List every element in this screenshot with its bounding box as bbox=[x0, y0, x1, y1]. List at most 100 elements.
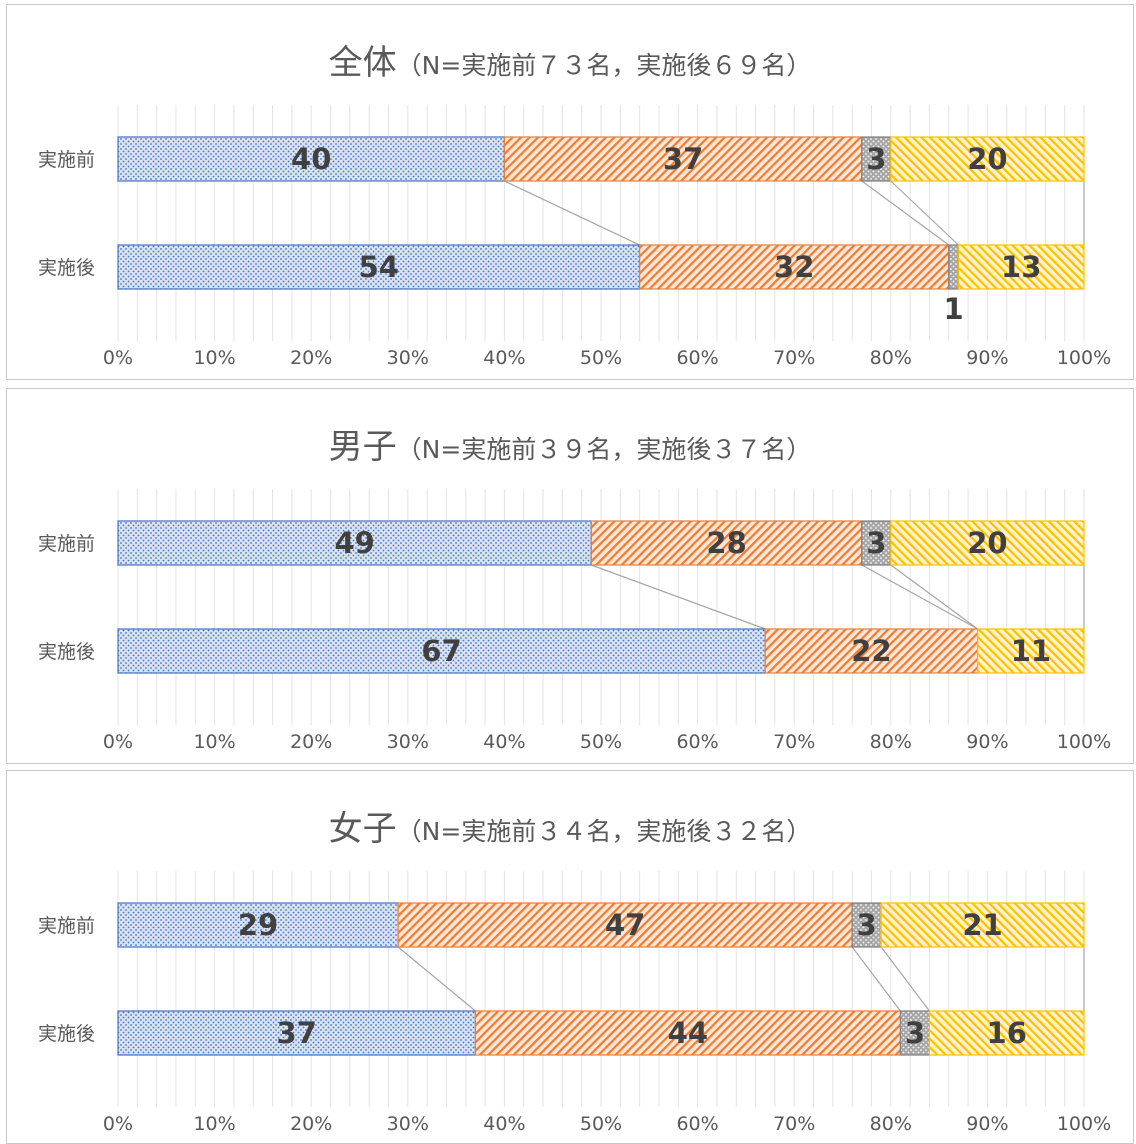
bar-segment bbox=[117, 244, 641, 290]
x-tick-label: 0% bbox=[103, 731, 133, 753]
bar-segment bbox=[117, 1010, 477, 1056]
x-tick-label: 30% bbox=[387, 1113, 429, 1135]
chart-panel-girls: 女子（N=実施前３４名，実施後３２名） 実施前 29 47 3 21 実施後 37 44 3 16… bbox=[6, 770, 1134, 1144]
x-tick-label: 30% bbox=[387, 731, 429, 753]
x-tick-label: 100% bbox=[1057, 1113, 1111, 1135]
series-line bbox=[880, 946, 930, 1012]
data-label: 13 bbox=[1001, 250, 1041, 284]
x-tick-label: 20% bbox=[290, 1113, 332, 1135]
chart-title: 女子（N=実施前３４名，実施後３２名） bbox=[7, 801, 1133, 850]
series-line bbox=[397, 946, 476, 1012]
data-label: 11 bbox=[1011, 634, 1051, 668]
bar-segment bbox=[957, 244, 1085, 290]
x-tick-label: 90% bbox=[966, 1113, 1008, 1135]
x-tick-label: 0% bbox=[103, 1113, 133, 1135]
chart-panel-overall: 全体（N=実施前７３名，実施後６９名） 実施前 40 37 3 20 実施後 54 32 1 13… bbox=[6, 4, 1134, 380]
chart-title-sub: （N=実施前３９名，実施後３７名） bbox=[396, 435, 812, 464]
data-label: 3 bbox=[866, 142, 886, 176]
x-tick-label: 70% bbox=[773, 347, 815, 369]
chart-title-main: 全体 bbox=[328, 43, 397, 83]
chart-title-main: 女子 bbox=[328, 809, 397, 849]
data-label: 29 bbox=[238, 908, 278, 942]
series-line bbox=[861, 180, 950, 246]
bar-segment bbox=[890, 136, 1085, 182]
data-label: 54 bbox=[359, 250, 399, 284]
bar-segment bbox=[928, 1010, 1085, 1056]
chart-title-sub: （N=実施前７３名，実施後６９名） bbox=[396, 51, 812, 80]
bar-segment bbox=[948, 244, 960, 290]
x-tick-label: 10% bbox=[193, 347, 235, 369]
bar-segment bbox=[117, 520, 592, 566]
bar-segment bbox=[474, 1010, 902, 1056]
category-label: 実施前 bbox=[38, 533, 95, 555]
data-label: 3 bbox=[905, 1016, 925, 1050]
data-label: 44 bbox=[668, 1016, 708, 1050]
data-label: 21 bbox=[962, 908, 1002, 942]
x-tick-label: 50% bbox=[580, 347, 622, 369]
series-line bbox=[890, 564, 979, 630]
data-label: 40 bbox=[291, 142, 331, 176]
data-label: 22 bbox=[851, 634, 891, 668]
x-tick-label: 90% bbox=[966, 347, 1008, 369]
series-line bbox=[504, 180, 640, 246]
x-tick-label: 50% bbox=[580, 731, 622, 753]
chart-title: 男子（N=実施前３９名，実施後３７名） bbox=[7, 419, 1133, 468]
x-tick-label: 0% bbox=[103, 347, 133, 369]
x-tick-label: 30% bbox=[387, 347, 429, 369]
bar-segment bbox=[117, 902, 399, 948]
data-label: 20 bbox=[967, 526, 1007, 560]
x-tick-label: 50% bbox=[580, 1113, 622, 1135]
data-label: 3 bbox=[866, 526, 886, 560]
bar-segment bbox=[851, 902, 882, 948]
x-tick-label: 60% bbox=[676, 347, 718, 369]
bar-segment bbox=[397, 902, 853, 948]
bar-segment bbox=[977, 628, 1085, 674]
x-tick-label: 40% bbox=[483, 731, 525, 753]
x-tick-label: 90% bbox=[966, 731, 1008, 753]
series-line bbox=[890, 180, 959, 246]
data-label: 3 bbox=[857, 908, 877, 942]
x-tick-label: 10% bbox=[193, 731, 235, 753]
x-tick-label: 80% bbox=[870, 347, 912, 369]
chart-title-main: 男子 bbox=[328, 427, 397, 467]
bar-segment bbox=[890, 520, 1085, 566]
x-tick-label: 20% bbox=[290, 347, 332, 369]
x-tick-label: 70% bbox=[773, 1113, 815, 1135]
data-label: 28 bbox=[706, 526, 746, 560]
x-tick-label: 20% bbox=[290, 731, 332, 753]
stacked-bar-chart: 実施前 29 47 3 21 実施後 37 44 3 16 0% 10% 20% 30% 40% 50% 60%… bbox=[38, 871, 1111, 1135]
category-label: 実施後 bbox=[38, 1023, 95, 1045]
data-label: 16 bbox=[987, 1016, 1027, 1050]
bar-segment bbox=[503, 136, 863, 182]
bar-segment bbox=[861, 520, 892, 566]
category-label: 実施後 bbox=[38, 641, 95, 663]
series-line bbox=[861, 564, 979, 630]
bar-segment bbox=[764, 628, 979, 674]
x-tick-label: 60% bbox=[676, 731, 718, 753]
x-tick-label: 80% bbox=[870, 1113, 912, 1135]
series-line bbox=[591, 564, 766, 630]
x-tick-label: 10% bbox=[193, 1113, 235, 1135]
chart-title-sub: （N=実施前３４名，実施後３２名） bbox=[396, 817, 812, 846]
chart-title: 全体（N=実施前７３名，実施後６９名） bbox=[7, 35, 1133, 84]
category-label: 実施前 bbox=[38, 149, 95, 171]
data-label: 32 bbox=[774, 250, 814, 284]
bar-segment bbox=[117, 136, 505, 182]
stacked-bar-chart: 実施前 49 28 3 20 実施後 67 22 11 0% 10% 20% 30% 40% 50% 60% 7… bbox=[38, 489, 1111, 753]
data-label: 47 bbox=[605, 908, 645, 942]
x-tick-label: 60% bbox=[676, 1113, 718, 1135]
data-label: 1 bbox=[943, 292, 963, 326]
x-tick-label: 100% bbox=[1057, 347, 1111, 369]
category-label: 実施後 bbox=[38, 257, 95, 279]
data-label: 20 bbox=[967, 142, 1007, 176]
category-label: 実施前 bbox=[38, 915, 95, 937]
bar-segment bbox=[899, 1010, 931, 1056]
data-label: 49 bbox=[334, 526, 374, 560]
x-tick-label: 40% bbox=[483, 347, 525, 369]
series-line bbox=[851, 946, 901, 1012]
bar-segment bbox=[590, 520, 863, 566]
x-tick-label: 100% bbox=[1057, 731, 1111, 753]
x-tick-label: 40% bbox=[483, 1113, 525, 1135]
stacked-bar-chart: 実施前 40 37 3 20 実施後 54 32 1 13 0% 10% 20% 30% 40% 50% 60%… bbox=[38, 105, 1111, 369]
x-tick-label: 80% bbox=[870, 731, 912, 753]
